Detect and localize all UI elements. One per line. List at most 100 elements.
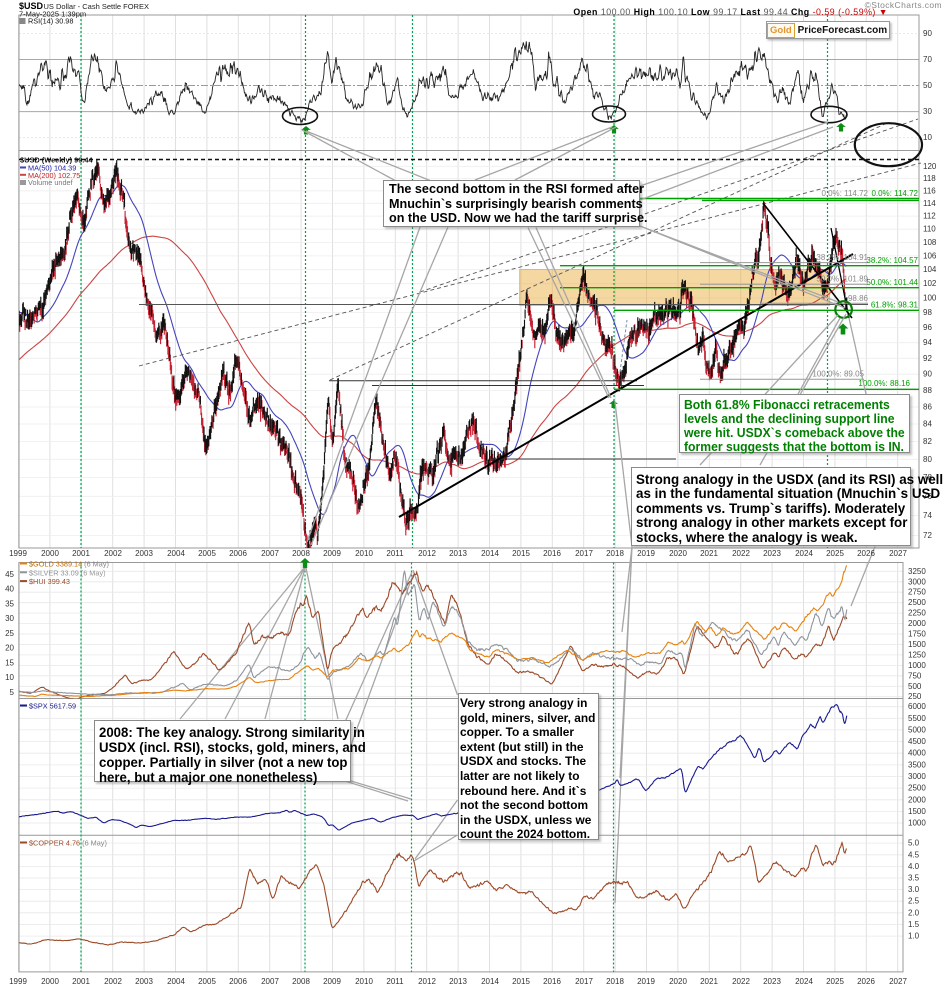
svg-text:38.2%: 104.91: 38.2%: 104.91 xyxy=(816,253,868,262)
svg-text:76: 76 xyxy=(923,492,932,501)
svg-text:15: 15 xyxy=(5,658,14,667)
svg-text:2009: 2009 xyxy=(323,977,341,986)
svg-text:100.0%: 89.05: 100.0%: 89.05 xyxy=(812,370,864,379)
svg-text:2023: 2023 xyxy=(763,549,781,558)
svg-text:110: 110 xyxy=(923,225,936,234)
svg-text:2021: 2021 xyxy=(700,977,718,986)
svg-text:$USD (Weekly) 99.44: $USD (Weekly) 99.44 xyxy=(20,156,93,165)
svg-text:1500: 1500 xyxy=(908,640,926,649)
svg-text:40: 40 xyxy=(5,585,14,594)
svg-text:2016: 2016 xyxy=(543,977,561,986)
svg-text:2001: 2001 xyxy=(72,977,90,986)
svg-text:1500: 1500 xyxy=(908,807,926,816)
svg-text:3.5: 3.5 xyxy=(908,874,920,883)
svg-text:2004: 2004 xyxy=(167,549,185,558)
svg-text:$SPX 5617.59: $SPX 5617.59 xyxy=(29,702,76,711)
svg-text:80: 80 xyxy=(923,455,932,464)
svg-text:MA(50) 104.39: MA(50) 104.39 xyxy=(28,164,76,173)
svg-text:1000: 1000 xyxy=(908,819,926,828)
svg-text:0.0%: 114.72: 0.0%: 114.72 xyxy=(871,189,918,198)
svg-text:94: 94 xyxy=(923,338,932,347)
svg-text:2005: 2005 xyxy=(198,549,216,558)
svg-text:2022: 2022 xyxy=(732,549,750,558)
svg-text:98.86: 98.86 xyxy=(848,294,869,303)
svg-text:4.5: 4.5 xyxy=(908,850,920,859)
svg-text:1.5: 1.5 xyxy=(908,920,920,929)
svg-text:50.0%: 101.89: 50.0%: 101.89 xyxy=(816,275,868,284)
svg-text:3000: 3000 xyxy=(908,772,926,781)
svg-text:1.0: 1.0 xyxy=(908,932,920,941)
svg-text:30: 30 xyxy=(923,107,932,116)
svg-text:5000: 5000 xyxy=(908,725,926,734)
svg-text:5: 5 xyxy=(10,688,15,697)
svg-text:78: 78 xyxy=(923,473,932,482)
svg-text:2000: 2000 xyxy=(41,549,59,558)
svg-text:2250: 2250 xyxy=(908,609,926,618)
svg-text:0.0%: 114.72: 0.0%: 114.72 xyxy=(821,189,868,198)
svg-text:5.0: 5.0 xyxy=(908,839,920,848)
svg-text:4000: 4000 xyxy=(908,749,926,758)
svg-text:2007: 2007 xyxy=(261,549,279,558)
svg-text:2000: 2000 xyxy=(41,977,59,986)
svg-text:2015: 2015 xyxy=(512,549,530,558)
svg-text:10: 10 xyxy=(5,673,14,682)
svg-text:100.0%: 88.16: 100.0%: 88.16 xyxy=(858,379,910,388)
svg-text:2026: 2026 xyxy=(857,549,875,558)
svg-text:2014: 2014 xyxy=(481,549,499,558)
svg-text:2023: 2023 xyxy=(763,977,781,986)
svg-text:2018: 2018 xyxy=(606,977,624,986)
svg-text:2500: 2500 xyxy=(908,598,926,607)
svg-text:2000: 2000 xyxy=(908,619,926,628)
svg-text:86: 86 xyxy=(923,403,932,412)
svg-text:2002: 2002 xyxy=(104,549,122,558)
svg-text:2013: 2013 xyxy=(449,977,467,986)
svg-text:98: 98 xyxy=(923,308,932,317)
svg-text:116: 116 xyxy=(923,186,936,195)
svg-text:$SILVER 33.09 (6 May): $SILVER 33.09 (6 May) xyxy=(29,568,106,577)
svg-text:82: 82 xyxy=(923,437,932,446)
svg-text:2027: 2027 xyxy=(889,977,907,986)
svg-text:35: 35 xyxy=(5,599,14,608)
svg-text:108: 108 xyxy=(923,238,937,247)
svg-text:100: 100 xyxy=(923,294,937,303)
svg-text:$COPPER 4.76 (6 May): $COPPER 4.76 (6 May) xyxy=(29,839,107,848)
svg-text:2005: 2005 xyxy=(198,977,216,986)
svg-text:50: 50 xyxy=(923,81,932,90)
svg-text:70: 70 xyxy=(923,55,932,64)
svg-text:38.2%: 104.57: 38.2%: 104.57 xyxy=(866,256,918,265)
svg-text:2009: 2009 xyxy=(323,549,341,558)
svg-text:2008: 2008 xyxy=(292,977,310,986)
svg-text:25: 25 xyxy=(5,629,14,638)
svg-text:2000: 2000 xyxy=(908,795,926,804)
svg-text:106: 106 xyxy=(923,251,937,260)
svg-text:2026: 2026 xyxy=(857,977,875,986)
svg-text:2024: 2024 xyxy=(795,549,813,558)
svg-text:2016: 2016 xyxy=(543,549,561,558)
svg-text:5500: 5500 xyxy=(908,714,926,723)
svg-text:118: 118 xyxy=(923,174,936,183)
svg-text:2021: 2021 xyxy=(700,549,718,558)
svg-text:50.0%: 101.44: 50.0%: 101.44 xyxy=(866,278,918,287)
svg-text:750: 750 xyxy=(908,671,922,680)
svg-text:2024: 2024 xyxy=(795,977,813,986)
svg-text:2008: 2008 xyxy=(292,549,310,558)
svg-text:61.8%: 98.31: 61.8%: 98.31 xyxy=(871,301,919,310)
svg-text:20: 20 xyxy=(5,644,14,653)
svg-text:1000: 1000 xyxy=(908,661,926,670)
svg-text:4.0: 4.0 xyxy=(908,862,920,871)
svg-text:3.0: 3.0 xyxy=(908,885,920,894)
svg-text:3000: 3000 xyxy=(908,577,926,586)
svg-text:72: 72 xyxy=(923,531,932,540)
svg-text:©StockCharts.com: ©StockCharts.com xyxy=(865,0,942,10)
svg-text:RSI(14) 30.98: RSI(14) 30.98 xyxy=(28,17,73,26)
svg-text:2014: 2014 xyxy=(481,977,499,986)
svg-text:2013: 2013 xyxy=(449,549,467,558)
svg-text:7-May-2025 1:39pm: 7-May-2025 1:39pm xyxy=(19,10,86,19)
svg-text:500: 500 xyxy=(908,682,922,691)
svg-text:102: 102 xyxy=(923,279,937,288)
svg-text:74: 74 xyxy=(923,511,932,520)
svg-text:Volume undef: Volume undef xyxy=(28,178,74,187)
svg-text:2007: 2007 xyxy=(261,977,279,986)
svg-text:MA(200) 102.75: MA(200) 102.75 xyxy=(28,171,80,180)
svg-text:2010: 2010 xyxy=(355,549,373,558)
